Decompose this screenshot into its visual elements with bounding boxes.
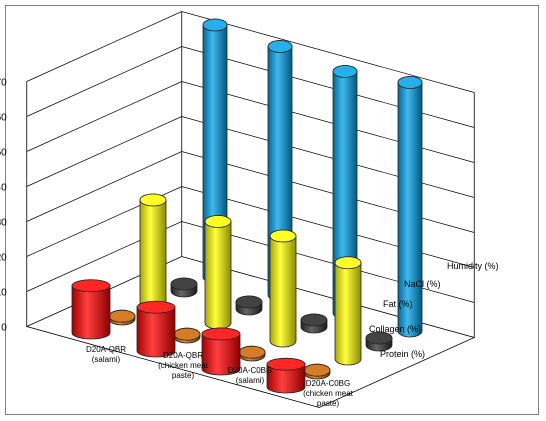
y-tick-label: 20 bbox=[0, 253, 7, 264]
series-label: Protein (%) bbox=[380, 349, 425, 359]
y-tick-label: 10 bbox=[0, 288, 7, 299]
gridline bbox=[26, 151, 475, 233]
gridline bbox=[26, 81, 475, 163]
x-category-label: D20A-QBR (chicken meat paste) bbox=[158, 351, 209, 380]
y-tick-label: 40 bbox=[0, 183, 7, 194]
series-label: Fat (%) bbox=[383, 299, 413, 309]
chart-walls bbox=[25, 11, 476, 408]
gridline bbox=[26, 46, 475, 128]
gridline bbox=[26, 11, 475, 93]
bar-fat-1 bbox=[204, 215, 232, 330]
bar-nacl-2 bbox=[300, 313, 328, 334]
gridline bbox=[26, 221, 475, 303]
y-tick-label: 60 bbox=[0, 113, 7, 124]
series-label: Collagen (%) bbox=[369, 324, 421, 334]
y-axis-tick-labels: 0 10 20 30 40 50 60 70 bbox=[0, 78, 7, 334]
x-category-label: D20A-C0BG (chicken meat paste) bbox=[303, 379, 354, 408]
bar-fat-2 bbox=[269, 229, 297, 348]
chart-frame bbox=[5, 5, 539, 415]
gridline bbox=[26, 116, 475, 198]
bar-collagen-2 bbox=[238, 345, 266, 362]
y-tick-label: 30 bbox=[0, 218, 7, 229]
chart-bars bbox=[71, 18, 423, 394]
x-axis-category-labels: D20A-QBR (salami) D20A-QBR (chicken meat pas… bbox=[86, 345, 354, 408]
bar-collagen-0 bbox=[108, 309, 136, 326]
bar-protein-0 bbox=[71, 279, 111, 340]
bar-protein-3 bbox=[266, 357, 306, 394]
bar-humidity-3 bbox=[397, 76, 423, 338]
bar-nacl-3 bbox=[365, 331, 393, 352]
bar-fat-0 bbox=[139, 193, 167, 312]
bar-collagen-3 bbox=[303, 363, 331, 380]
y-tick-label: 50 bbox=[0, 148, 7, 159]
x-category-label: D20A-C0BG (salami) bbox=[228, 366, 272, 385]
gridline bbox=[26, 186, 475, 268]
series-label: NaCl (%) bbox=[404, 279, 441, 289]
bar-nacl-1 bbox=[235, 295, 263, 316]
x-category-label: D20A-QBR (salami) bbox=[86, 345, 126, 364]
bar-protein-1 bbox=[136, 300, 176, 358]
bar-protein-2 bbox=[201, 327, 241, 376]
series-label: Humidity (%) bbox=[447, 261, 499, 271]
y-tick-label: 0 bbox=[1, 323, 7, 334]
series-depth-labels: Protein (%) Collagen (%) Fat (%) NaCl (%) Hu… bbox=[369, 261, 499, 359]
bar-collagen-1 bbox=[173, 327, 201, 344]
bar-fat-3 bbox=[334, 256, 362, 366]
bar-humidity-2 bbox=[332, 65, 358, 320]
bar-nacl-0 bbox=[170, 277, 198, 298]
y-tick-label: 70 bbox=[0, 78, 7, 89]
